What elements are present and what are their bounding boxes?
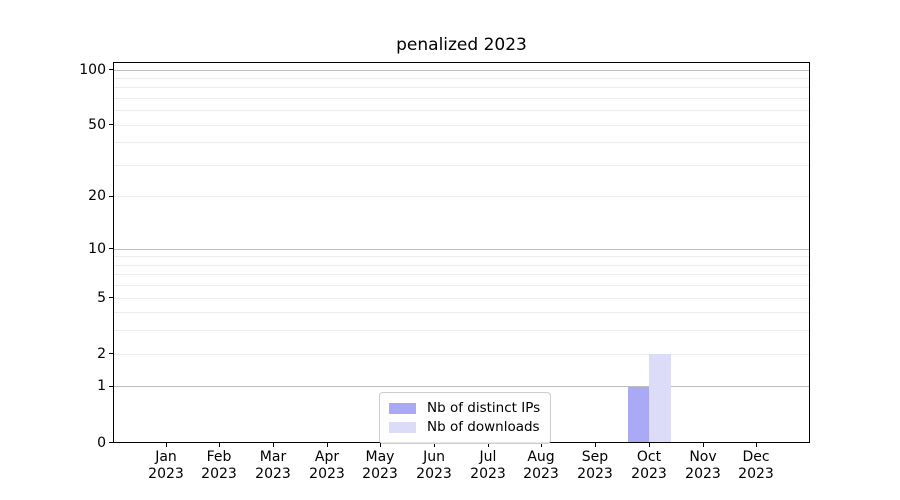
gridline-major <box>114 70 809 71</box>
gridline-minor <box>114 110 809 111</box>
legend-swatch <box>389 422 416 433</box>
legend-item: Nb of downloads <box>389 418 540 437</box>
top-spine <box>113 62 810 63</box>
gridline-minor <box>114 274 809 275</box>
x-tick <box>595 443 596 447</box>
gridline-minor <box>114 330 809 331</box>
gridline-major <box>114 249 809 250</box>
bar-distinct-ips <box>627 386 650 442</box>
legend-swatch <box>389 403 416 414</box>
x-tick <box>434 443 435 447</box>
y-tick-label: 0 <box>97 435 106 451</box>
y-tick <box>109 196 113 197</box>
x-tick <box>219 443 220 447</box>
y-tick-label: 1 <box>97 378 106 394</box>
plot-area: Nb of distinct IPs Nb of downloads <box>113 62 810 444</box>
y-tick <box>109 353 113 354</box>
gridline-minor <box>114 196 809 197</box>
gridline-minor <box>114 354 809 355</box>
y-tick-label: 2 <box>97 346 106 362</box>
x-tick-label: Aug 2023 <box>523 449 559 482</box>
y-tick-label: 100 <box>79 62 106 78</box>
legend: Nb of distinct IPs Nb of downloads <box>379 392 552 444</box>
gridline-minor <box>114 298 809 299</box>
gridline-major <box>114 386 809 387</box>
x-tick-label: Apr 2023 <box>309 449 345 482</box>
x-tick-label: Oct 2023 <box>631 449 667 482</box>
y-tick-label: 50 <box>88 117 106 133</box>
x-tick-label: Nov 2023 <box>685 449 721 482</box>
right-spine <box>809 62 810 443</box>
x-tick <box>380 443 381 447</box>
x-tick <box>327 443 328 447</box>
legend-label: Nb of distinct IPs <box>427 400 541 416</box>
gridline-minor <box>114 87 809 88</box>
x-tick <box>649 443 650 447</box>
y-tick <box>109 124 113 125</box>
x-tick-label: May 2023 <box>362 449 398 482</box>
x-tick-label: Mar 2023 <box>255 449 291 482</box>
legend-item: Nb of distinct IPs <box>389 399 540 418</box>
gridline-minor <box>114 78 809 79</box>
y-tick <box>109 248 113 249</box>
x-tick <box>703 443 704 447</box>
x-tick-label: Feb 2023 <box>201 449 237 482</box>
x-tick-label: Sep 2023 <box>577 449 613 482</box>
y-tick-label: 5 <box>97 290 106 306</box>
gridline-minor <box>114 98 809 99</box>
y-tick <box>109 297 113 298</box>
x-tick <box>541 443 542 447</box>
gridline-minor <box>114 265 809 266</box>
gridline-minor <box>114 142 809 143</box>
y-tick <box>109 69 113 70</box>
x-tick-label: Jul 2023 <box>470 449 506 482</box>
x-tick-label: Dec 2023 <box>738 449 774 482</box>
bar-downloads <box>649 354 671 442</box>
x-tick <box>756 443 757 447</box>
x-tick <box>166 443 167 447</box>
chart-title: penalized 2023 <box>396 35 527 55</box>
left-spine <box>113 62 114 443</box>
gridline-minor <box>114 312 809 313</box>
legend-label: Nb of downloads <box>427 419 540 435</box>
gridline-minor <box>114 125 809 126</box>
x-tick <box>488 443 489 447</box>
x-tick-label: Jun 2023 <box>416 449 452 482</box>
gridline-minor <box>114 165 809 166</box>
y-tick <box>109 386 113 387</box>
gridline-minor <box>114 256 809 257</box>
x-tick <box>273 443 274 447</box>
y-tick-label: 20 <box>88 188 106 204</box>
y-tick <box>109 442 113 443</box>
x-tick-label: Jan 2023 <box>148 449 184 482</box>
gridline-minor <box>114 285 809 286</box>
y-tick-label: 10 <box>88 241 106 257</box>
